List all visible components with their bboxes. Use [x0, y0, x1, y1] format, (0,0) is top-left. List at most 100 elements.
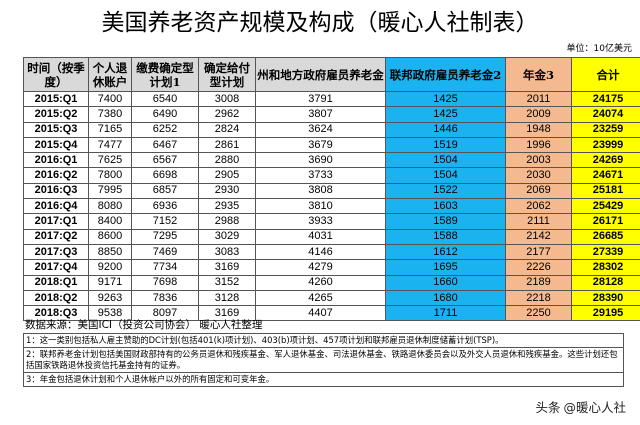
cell-state-local: 4260 [255, 274, 386, 291]
cell-federal: 1680 [385, 289, 506, 307]
cell-db: 3152 [198, 274, 256, 291]
cell-state-local: 4279 [255, 259, 386, 276]
cell-annuities: 1948 [505, 121, 572, 138]
cell-period: 2016:Q1 [23, 152, 89, 169]
watermark: 头条 @暖心人社 [535, 397, 626, 416]
footnotes-table: 1：这一类别包括私人雇主赞助的DC计划(包括401(k)项计划)、403(b)项… [23, 333, 624, 387]
cell-annuities: 2250 [505, 305, 572, 322]
cell-federal: 1504 [385, 167, 506, 184]
cell-federal: 1695 [385, 259, 506, 276]
cell-period: 2015:Q3 [23, 121, 89, 138]
cell-annuities: 2011 [505, 90, 572, 108]
cell-period: 2015:Q2 [23, 106, 89, 123]
cell-period: 2018:Q2 [23, 289, 89, 307]
cell-total: 29195 [571, 305, 640, 322]
cell-federal: 1660 [385, 274, 506, 291]
cell-state-local: 3807 [255, 106, 386, 123]
cell-dc: 6698 [131, 167, 199, 184]
cell-db: 3008 [198, 90, 256, 108]
cell-annuities: 1996 [505, 136, 572, 154]
cell-db: 2962 [198, 106, 256, 123]
cell-state-local: 4265 [255, 289, 386, 307]
cell-ira: 7380 [88, 106, 132, 123]
cell-ira: 9200 [88, 259, 132, 276]
cell-federal: 1519 [385, 136, 506, 154]
cell-total: 27339 [571, 243, 640, 261]
cell-ira: 8850 [88, 243, 132, 261]
cell-period: 2016:Q4 [23, 198, 89, 215]
cell-db: 2935 [198, 198, 256, 215]
cell-ira: 9171 [88, 274, 132, 291]
table-row: 2015:Q2 7380 6490 2962 3807 1425 2009 24074 [23, 106, 640, 123]
table-row: 2017:Q3 8850 7469 3083 4146 1612 2177 27339 [23, 243, 640, 261]
header-federal: 联邦政府雇员养老金2 [385, 57, 506, 92]
cell-state-local: 3808 [255, 182, 386, 200]
cell-dc: 7836 [131, 289, 199, 307]
cell-ira: 7995 [88, 182, 132, 200]
cell-period: 2017:Q2 [23, 228, 89, 245]
table-row: 2016:Q3 7995 6857 2930 3808 1522 2069 25181 [23, 182, 640, 200]
cell-db: 2824 [198, 121, 256, 138]
cell-annuities: 2003 [505, 152, 572, 169]
cell-ira: 8600 [88, 228, 132, 245]
cell-federal: 1603 [385, 198, 506, 215]
cell-db: 2861 [198, 136, 256, 154]
cell-federal: 1589 [385, 213, 506, 230]
cell-federal: 1711 [385, 305, 506, 322]
footnote-2: 2：联邦养老金计划包括美国财政部持有的公务员退休和残疾基金、军人退休基金、司法退… [23, 347, 624, 373]
cell-ira: 7800 [88, 167, 132, 184]
table-row: 2018:Q3 9538 8097 3169 4407 1711 2250 29195 [23, 305, 640, 322]
cell-period: 2016:Q2 [23, 167, 89, 184]
cell-ira: 8400 [88, 213, 132, 230]
cell-total: 24074 [571, 106, 640, 123]
table-row: 2015:Q3 7165 6252 2824 3624 1446 1948 23259 [23, 121, 640, 138]
cell-state-local: 3810 [255, 198, 386, 215]
table-row: 2015:Q1 7400 6540 3008 3791 1425 2011 24175 [23, 90, 640, 108]
data-source: 数据来源：美国ICI（投资公司协会） 暖心人社整理 [25, 319, 263, 331]
cell-dc: 7734 [131, 259, 199, 276]
cell-db: 2905 [198, 167, 256, 184]
cell-period: 2015:Q4 [23, 136, 89, 154]
cell-dc: 7152 [131, 213, 199, 230]
cell-ira: 7165 [88, 121, 132, 138]
header-annuities: 年金3 [505, 57, 572, 92]
cell-dc: 6252 [131, 121, 199, 138]
cell-total: 26685 [571, 228, 640, 245]
cell-annuities: 2111 [505, 213, 572, 230]
cell-federal: 1612 [385, 243, 506, 261]
table-row: 2015:Q4 7477 6467 2861 3679 1519 1996 23999 [23, 136, 640, 154]
watermark-account: @暖心人社 [563, 400, 626, 415]
cell-db: 3169 [198, 305, 256, 322]
cell-dc: 6857 [131, 182, 199, 200]
cell-annuities: 2189 [505, 274, 572, 291]
table-header-row: 时间（按季度） 个人退休账户 缴费确定型计划1 确定给付型计划 州和地方政府雇员… [23, 57, 640, 92]
cell-ira: 8080 [88, 198, 132, 215]
cell-federal: 1425 [385, 106, 506, 123]
cell-ira: 7477 [88, 136, 132, 154]
table-row: 2018:Q1 9171 7698 3152 4260 1660 2189 28128 [23, 274, 640, 291]
table-row: 2016:Q4 8080 6936 2935 3810 1603 2062 25429 [23, 198, 640, 215]
cell-period: 2017:Q4 [23, 259, 89, 276]
cell-total: 28302 [571, 259, 640, 276]
cell-state-local: 3733 [255, 167, 386, 184]
cell-federal: 1504 [385, 152, 506, 169]
cell-total: 24175 [571, 90, 640, 108]
cell-ira: 7400 [88, 90, 132, 108]
watermark-prefix: 头条 [535, 400, 561, 415]
cell-annuities: 2142 [505, 228, 572, 245]
cell-dc: 6540 [131, 90, 199, 108]
cell-db: 3169 [198, 259, 256, 276]
cell-annuities: 2009 [505, 106, 572, 123]
table-row: 2016:Q1 7625 6567 2880 3690 1504 2003 24269 [23, 152, 640, 169]
cell-period: 2018:Q1 [23, 274, 89, 291]
page-title: 美国养老资产规模及构成（暖心人社制表） [101, 10, 539, 36]
cell-dc: 6467 [131, 136, 199, 154]
cell-dc: 6490 [131, 106, 199, 123]
header-dc-plans: 缴费确定型计划1 [131, 57, 199, 92]
header-state-local: 州和地方政府雇员养老金 [255, 57, 386, 92]
cell-state-local: 3791 [255, 90, 386, 108]
pension-assets-table: 时间（按季度） 个人退休账户 缴费确定型计划1 确定给付型计划 州和地方政府雇员… [23, 57, 640, 322]
cell-state-local: 3933 [255, 213, 386, 230]
table-row: 2017:Q4 9200 7734 3169 4279 1695 2226 28302 [23, 259, 640, 276]
table-row: 2017:Q2 8600 7295 3029 4031 1588 2142 26685 [23, 228, 640, 245]
